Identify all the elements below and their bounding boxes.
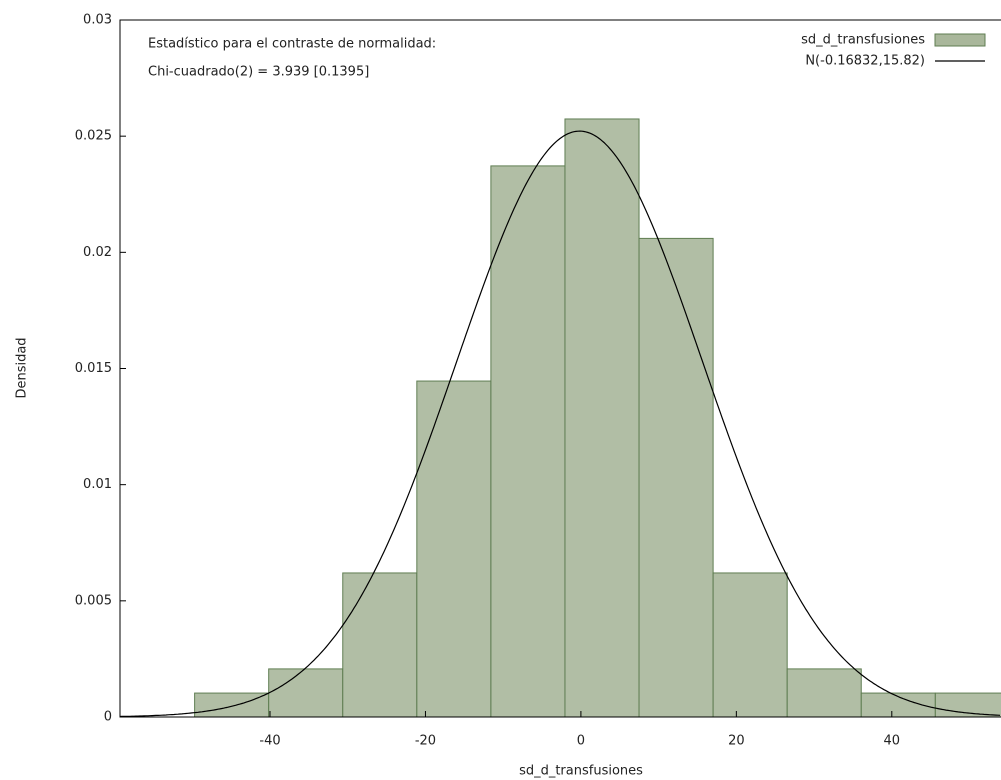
- bar: [565, 119, 639, 717]
- bar: [343, 573, 417, 717]
- x-tick-label: -20: [415, 734, 436, 749]
- legend-swatch: [935, 34, 985, 46]
- bar: [639, 238, 713, 717]
- chart: Estadístico para el contraste de normali…: [0, 0, 1001, 780]
- bar: [195, 693, 269, 717]
- bar: [713, 573, 787, 717]
- annotation: Estadístico para el contraste de normali…: [148, 37, 436, 52]
- y-tick-label: 0.015: [75, 361, 112, 376]
- bar: [269, 669, 343, 717]
- y-tick-label: 0.03: [83, 13, 112, 28]
- x-axis-label: sd_d_transfusiones: [519, 764, 643, 779]
- y-axis-label: Densidad: [15, 337, 30, 398]
- y-tick-label: 0.01: [83, 477, 112, 492]
- y-tick-label: 0: [104, 710, 112, 725]
- x-tick-label: -40: [259, 734, 280, 749]
- bar: [491, 166, 565, 717]
- x-tick-label: 0: [577, 734, 585, 749]
- y-tick-label: 0.005: [75, 593, 112, 608]
- bar: [787, 669, 861, 717]
- x-tick-label: 20: [728, 734, 745, 749]
- x-tick-label: 40: [884, 734, 901, 749]
- plot-area: [120, 119, 1001, 717]
- y-tick-label: 0.02: [83, 245, 112, 260]
- y-tick-label: 0.025: [75, 129, 112, 144]
- bar: [417, 381, 491, 717]
- legend-label: sd_d_transfusiones: [801, 33, 925, 48]
- annotation: Chi-cuadrado(2) = 3.939 [0.1395]: [148, 65, 369, 80]
- legend-label: N(-0.16832,15.82): [805, 54, 925, 69]
